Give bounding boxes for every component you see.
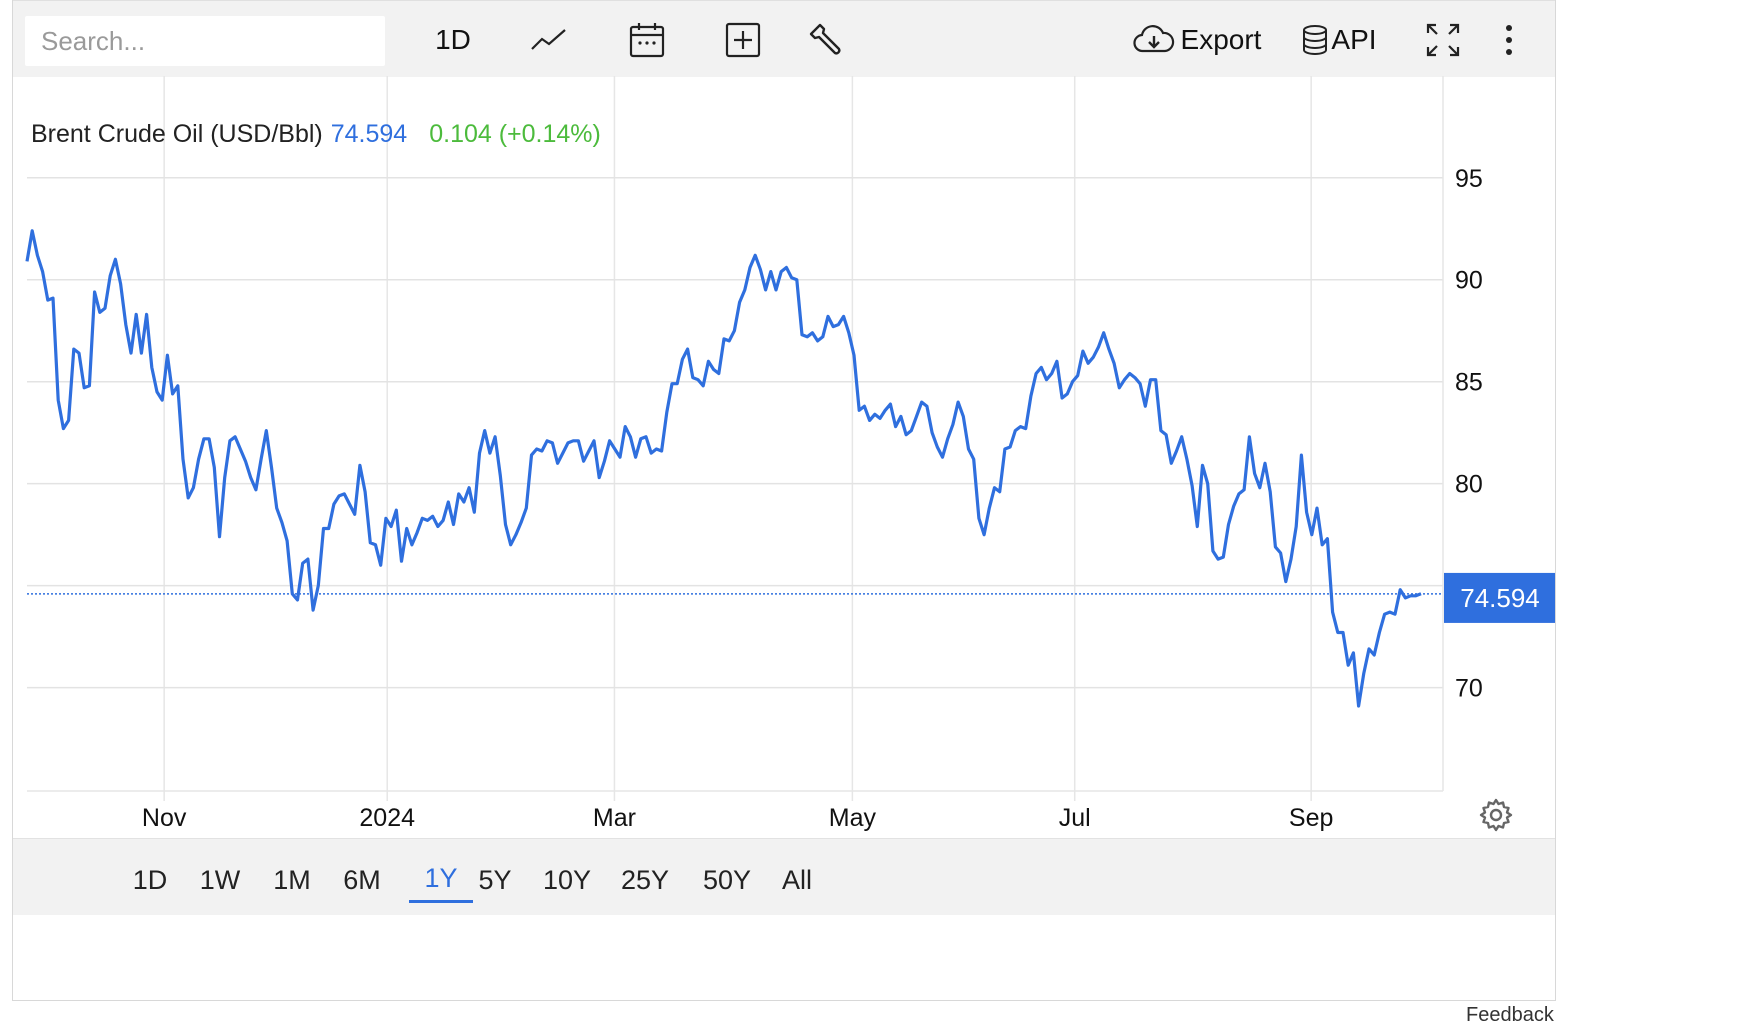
- fullscreen-button[interactable]: [1423, 17, 1463, 63]
- y-tick-label: 80: [1455, 471, 1483, 499]
- horizontal-grid: [27, 177, 1443, 689]
- y-tick-label: 85: [1455, 369, 1483, 397]
- range-button-1d[interactable]: 1D: [132, 864, 168, 895]
- add-indicator-button[interactable]: [723, 17, 763, 63]
- calendar-icon: [629, 21, 665, 59]
- gear-icon: [1479, 798, 1513, 836]
- y-axis-labels: 95 90 85 80 70: [1455, 165, 1483, 703]
- interval-button[interactable]: 1D: [431, 17, 475, 63]
- plus-square-icon: [725, 22, 761, 58]
- range-button-25y[interactable]: 25Y: [620, 864, 670, 895]
- api-label: API: [1331, 24, 1377, 55]
- x-tick-label: Sep: [1289, 804, 1333, 832]
- export-label: Export: [1180, 24, 1262, 55]
- database-icon: [1301, 24, 1329, 56]
- legend-instrument-name: Brent Crude Oil (USD/Bbl): [31, 120, 323, 148]
- range-button-5y[interactable]: 5Y: [478, 864, 512, 895]
- last-price-tag-label: 74.594: [1460, 583, 1540, 613]
- legend-last-value: 74.594: [331, 120, 408, 148]
- more-vertical-icon: [1504, 23, 1514, 57]
- date-range-button[interactable]: [627, 17, 667, 63]
- wrench-icon: [809, 22, 845, 58]
- chart-settings-button[interactable]: [1479, 798, 1519, 838]
- y-tick-label: 90: [1455, 267, 1483, 295]
- range-button-all[interactable]: All: [781, 864, 812, 895]
- range-button-6m[interactable]: 6M: [343, 864, 381, 895]
- range-button-50y[interactable]: 50Y: [702, 864, 752, 895]
- api-button[interactable]: API: [1299, 17, 1379, 63]
- settings-tools-button[interactable]: [807, 17, 847, 63]
- interval-label: 1D: [435, 24, 471, 55]
- vertical-grid: [163, 76, 1312, 801]
- expand-icon: [1425, 22, 1461, 58]
- last-price-tag: [1444, 572, 1555, 623]
- chart-type-button[interactable]: [525, 17, 573, 63]
- range-button-10y[interactable]: 10Y: [542, 864, 592, 895]
- x-tick-label: Mar: [593, 804, 636, 832]
- range-button-1y[interactable]: 1Y: [409, 857, 473, 903]
- chart-legend: Brent Crude Oil (USD/Bbl) 74.594 0.104 (+0…: [31, 120, 601, 148]
- legend-change: 0.104 (+0.14%): [429, 120, 601, 148]
- chart-widget: 1D: [12, 0, 1556, 1001]
- y-tick-label: 95: [1455, 165, 1483, 193]
- x-tick-label: Jul: [1059, 804, 1091, 832]
- line-chart-icon: [529, 25, 569, 55]
- more-options-button[interactable]: [1497, 17, 1521, 63]
- x-tick-label: 2024: [359, 804, 415, 832]
- range-selector: 1D 1W 1M 6M 1Y 5Y 10Y 25Y 50Y All: [13, 838, 1555, 915]
- x-tick-label: Nov: [142, 804, 187, 832]
- x-tick-label: May: [829, 804, 877, 832]
- price-chart: 95 90 85 80 70 Nov 2024 Mar May Jul Sep 74.594 Br…: [25, 76, 1555, 832]
- feedback-link[interactable]: Feedback: [1466, 1004, 1554, 1026]
- range-button-1m[interactable]: 1M: [273, 864, 311, 895]
- chart-toolbar: 1D: [13, 0, 1555, 77]
- price-series-line: [25, 229, 1422, 708]
- range-button-1w[interactable]: 1W: [199, 864, 241, 895]
- cloud-download-icon: [1132, 25, 1175, 55]
- export-button[interactable]: Export: [1131, 17, 1263, 63]
- search-input[interactable]: [25, 16, 385, 66]
- x-axis-labels: Nov 2024 Mar May Jul Sep: [142, 804, 1333, 832]
- y-tick-label: 70: [1455, 675, 1483, 703]
